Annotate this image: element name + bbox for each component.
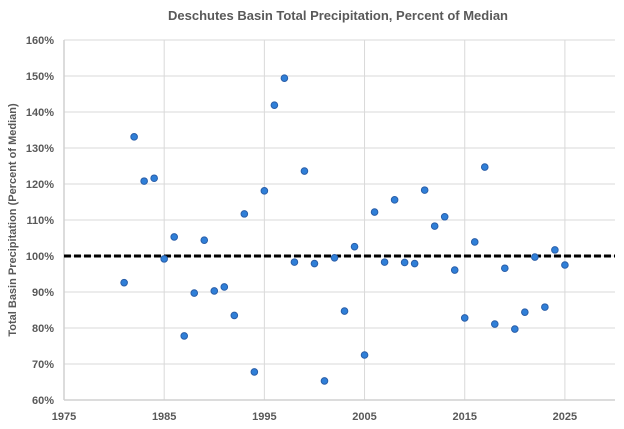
data-point (531, 253, 539, 261)
data-point (280, 74, 289, 82)
data-point (320, 377, 329, 385)
y-tick-label: 120% (26, 179, 54, 191)
y-tick-label: 100% (26, 251, 54, 263)
data-point (230, 311, 239, 320)
data-point (390, 196, 399, 204)
data-point (501, 264, 509, 273)
data-point (270, 101, 279, 109)
data-point (200, 236, 209, 244)
data-point (180, 332, 189, 340)
data-point (310, 259, 319, 268)
data-point (370, 208, 379, 216)
data-point (450, 266, 459, 274)
y-tick-label: 160% (26, 35, 54, 47)
data-point (360, 351, 369, 359)
data-point (130, 133, 138, 141)
data-point (430, 222, 439, 230)
data-point (150, 174, 158, 183)
data-point (300, 167, 309, 175)
data-point (490, 320, 499, 328)
y-tick-label: 110% (26, 215, 54, 227)
data-point (480, 163, 489, 171)
y-tick-label: 60% (32, 395, 54, 407)
data-point (420, 186, 429, 194)
y-tick-labels: 60% 70% 80% 90% 100% 110% 120% 130% 140% 150% 160% (26, 35, 54, 407)
data-point (410, 259, 419, 268)
x-tick-label: 1985 (152, 411, 176, 423)
y-tick-label: 140% (26, 107, 54, 119)
data-point (350, 242, 359, 251)
data-point (400, 258, 409, 267)
data-point (541, 303, 549, 311)
data-point (260, 187, 269, 195)
x-tick-label: 1975 (52, 411, 76, 423)
x-tick-label: 2015 (452, 411, 476, 423)
data-point (561, 261, 569, 269)
y-tick-label: 150% (26, 71, 54, 83)
data-point (521, 308, 529, 316)
data-point (160, 255, 168, 263)
axes (63, 40, 615, 401)
data-point (470, 238, 479, 246)
data-point (140, 177, 148, 185)
chart-title: Deschutes Basin Total Precipitation, Per… (168, 8, 508, 23)
y-tick-label: 70% (32, 359, 54, 371)
data-point (340, 307, 349, 315)
y-tick-label: 90% (32, 287, 54, 299)
data-point (190, 289, 199, 297)
y-tick-label: 80% (32, 323, 54, 335)
data-point (290, 258, 299, 266)
data-point (551, 246, 559, 254)
x-tick-label: 2005 (352, 411, 376, 423)
data-point (440, 212, 449, 221)
data-point (240, 210, 249, 218)
data-point (380, 258, 389, 266)
gridlines (64, 39, 615, 400)
data-point (120, 278, 128, 287)
data-point (511, 325, 519, 333)
y-axis-label: Total Basin Precipitation (Percent of Me… (7, 103, 19, 337)
y-tick-label: 130% (26, 143, 54, 155)
data-point (330, 253, 339, 262)
data-point (250, 368, 259, 376)
data-point (210, 287, 219, 295)
data-points (120, 74, 569, 385)
x-tick-label: 1995 (252, 411, 276, 423)
data-point (460, 314, 469, 322)
data-point (220, 283, 229, 291)
x-tick-label: 2025 (553, 411, 577, 423)
x-tick-labels: 1975 1985 1995 2005 2015 2025 (52, 411, 577, 423)
data-point (170, 233, 178, 241)
